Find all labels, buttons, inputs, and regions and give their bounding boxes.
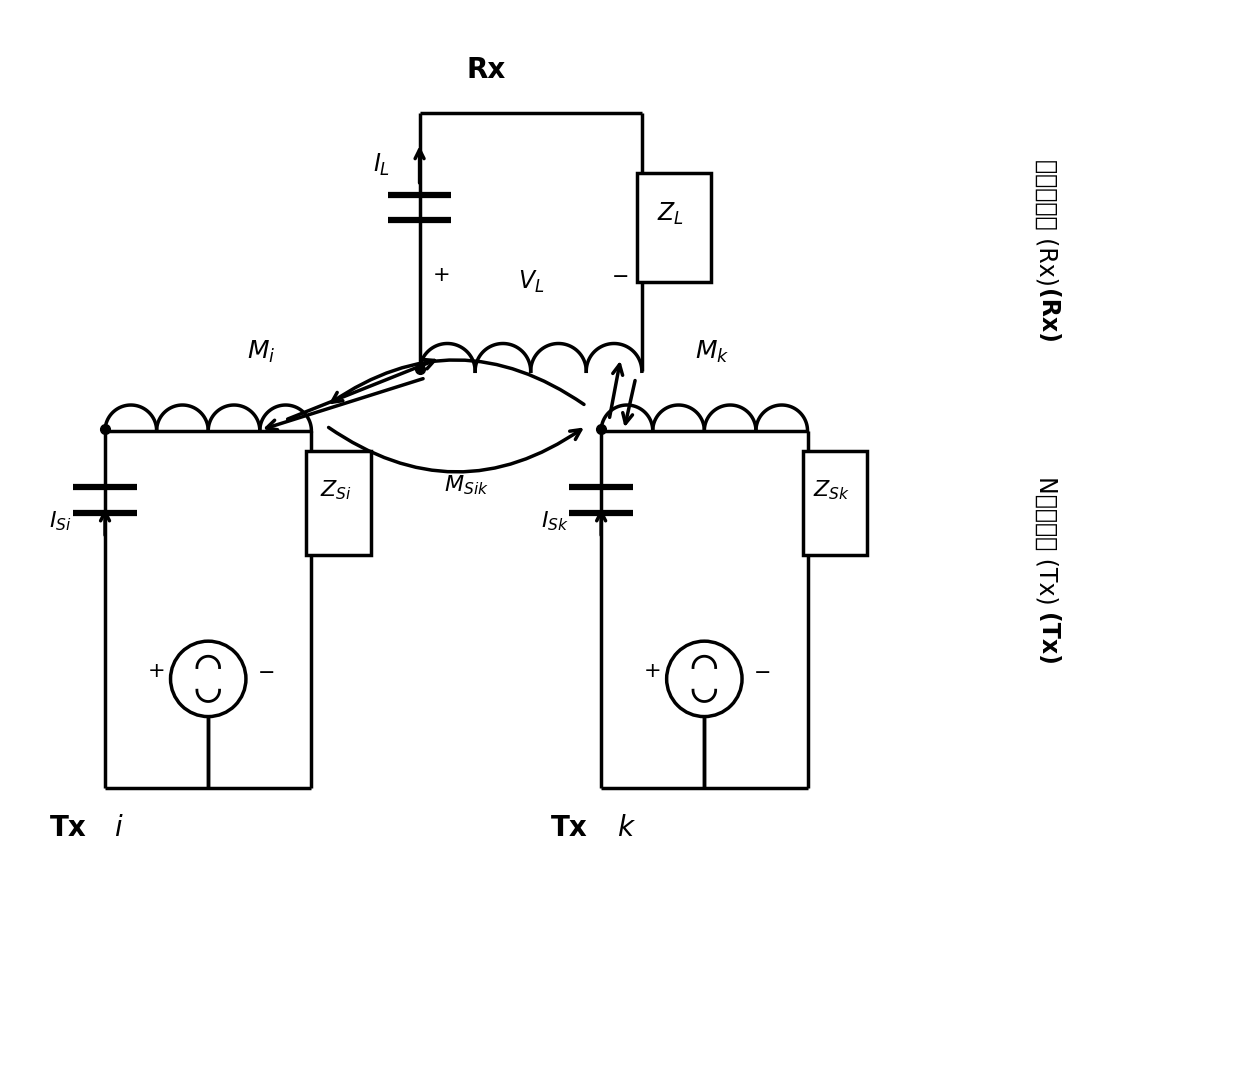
Text: $I_L$: $I_L$ bbox=[373, 151, 391, 178]
Text: $V_L$: $V_L$ bbox=[517, 269, 544, 295]
Text: +: + bbox=[644, 661, 662, 681]
Text: $k$: $k$ bbox=[618, 813, 636, 842]
Text: $M_k$: $M_k$ bbox=[694, 339, 729, 365]
Text: Rx: Rx bbox=[466, 56, 506, 83]
Text: +: + bbox=[433, 265, 450, 285]
Circle shape bbox=[171, 641, 246, 717]
Text: $-$: $-$ bbox=[257, 661, 274, 681]
Text: $V_{Sk}$: $V_{Sk}$ bbox=[694, 662, 730, 686]
Circle shape bbox=[667, 641, 742, 717]
FancyArrowPatch shape bbox=[329, 427, 580, 472]
Text: $Z_{Sk}$: $Z_{Sk}$ bbox=[813, 478, 851, 502]
Text: $V_{Si}$: $V_{Si}$ bbox=[201, 662, 232, 686]
Text: $I_{Si}$: $I_{Si}$ bbox=[50, 509, 72, 534]
Text: (Rx): (Rx) bbox=[1034, 289, 1059, 345]
Bar bbox=[637, 173, 712, 282]
Text: Tx: Tx bbox=[551, 813, 588, 842]
FancyArrowPatch shape bbox=[332, 360, 584, 404]
Text: $-$: $-$ bbox=[611, 265, 629, 285]
Text: $I_{Sk}$: $I_{Sk}$ bbox=[541, 509, 568, 534]
Text: +: + bbox=[148, 661, 165, 681]
Text: $-$: $-$ bbox=[753, 661, 770, 681]
Text: $M_i$: $M_i$ bbox=[247, 339, 275, 365]
Text: $i$: $i$ bbox=[114, 813, 124, 842]
Bar bbox=[306, 450, 371, 555]
Text: (Tx): (Tx) bbox=[1034, 613, 1059, 666]
Text: Tx: Tx bbox=[50, 813, 87, 842]
Text: N个发射器 (Tx): N个发射器 (Tx) bbox=[1034, 476, 1059, 605]
Text: $Z_{Si}$: $Z_{Si}$ bbox=[320, 478, 351, 502]
Text: $Z_L$: $Z_L$ bbox=[657, 201, 683, 228]
Text: 单个接收器 (Rx): 单个接收器 (Rx) bbox=[1034, 159, 1059, 286]
Text: $M_{Sik}$: $M_{Sik}$ bbox=[444, 474, 489, 498]
Bar bbox=[802, 450, 867, 555]
